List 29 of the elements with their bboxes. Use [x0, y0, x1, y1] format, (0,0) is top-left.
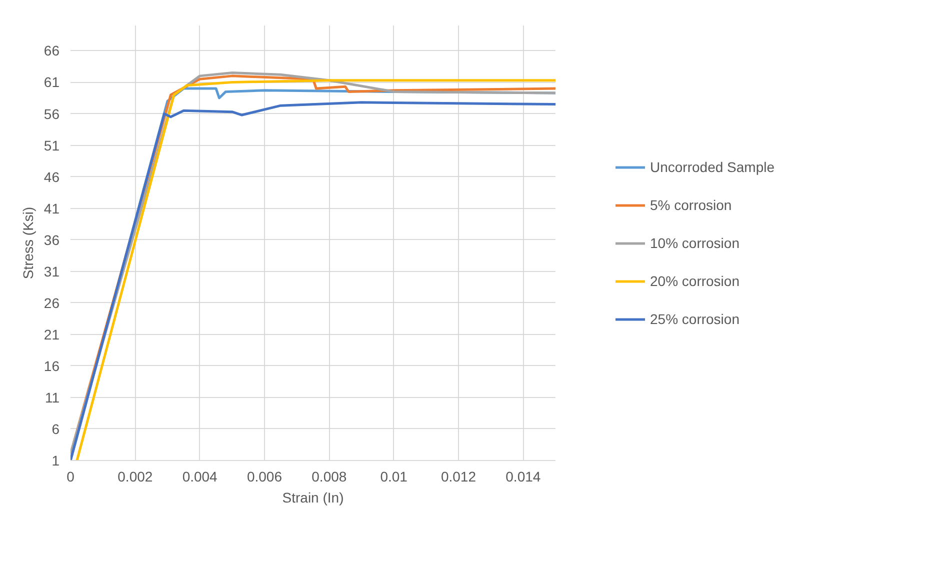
- y-tick-label: 26: [44, 294, 60, 311]
- legend-label: 20% corrosion: [650, 272, 740, 288]
- y-tick-label: 46: [44, 168, 60, 185]
- y-tick-label: 36: [44, 232, 60, 248]
- legend-label: 25% corrosion: [650, 310, 740, 326]
- x-tick-label: 0.002: [118, 468, 153, 484]
- x-tick-label: 0.012: [440, 468, 476, 484]
- x-tick-label: 0: [66, 468, 75, 484]
- y-tick-label: 61: [44, 74, 60, 90]
- y-tick-label: 1: [52, 452, 60, 468]
- y-tick-label: 51: [44, 137, 60, 154]
- y-tick-label: 41: [44, 200, 60, 216]
- y-tick-label: 56: [44, 106, 60, 122]
- y-tick-label: 31: [44, 263, 60, 280]
- y-tick-label: 21: [44, 326, 60, 342]
- y-axis-title: Stress (Ksi): [20, 206, 36, 280]
- legend-label: 5% corrosion: [650, 196, 732, 212]
- y-tick-label: 66: [44, 42, 60, 59]
- x-tick-label: 0.004: [182, 468, 218, 484]
- x-tick-label: 0.014: [506, 468, 541, 484]
- y-tick-label: 16: [44, 358, 60, 374]
- x-tick-label: 0.01: [380, 468, 408, 484]
- y-tick-label: 11: [44, 389, 60, 406]
- x-axis-title: Strain (In): [282, 490, 344, 506]
- x-tick-label: 0.006: [246, 468, 282, 484]
- x-tick-label: 0.008: [312, 468, 347, 484]
- y-tick-label: 6: [52, 420, 60, 437]
- legend-label: 10% corrosion: [650, 234, 740, 250]
- legend-label: Uncorroded Sample: [650, 158, 775, 174]
